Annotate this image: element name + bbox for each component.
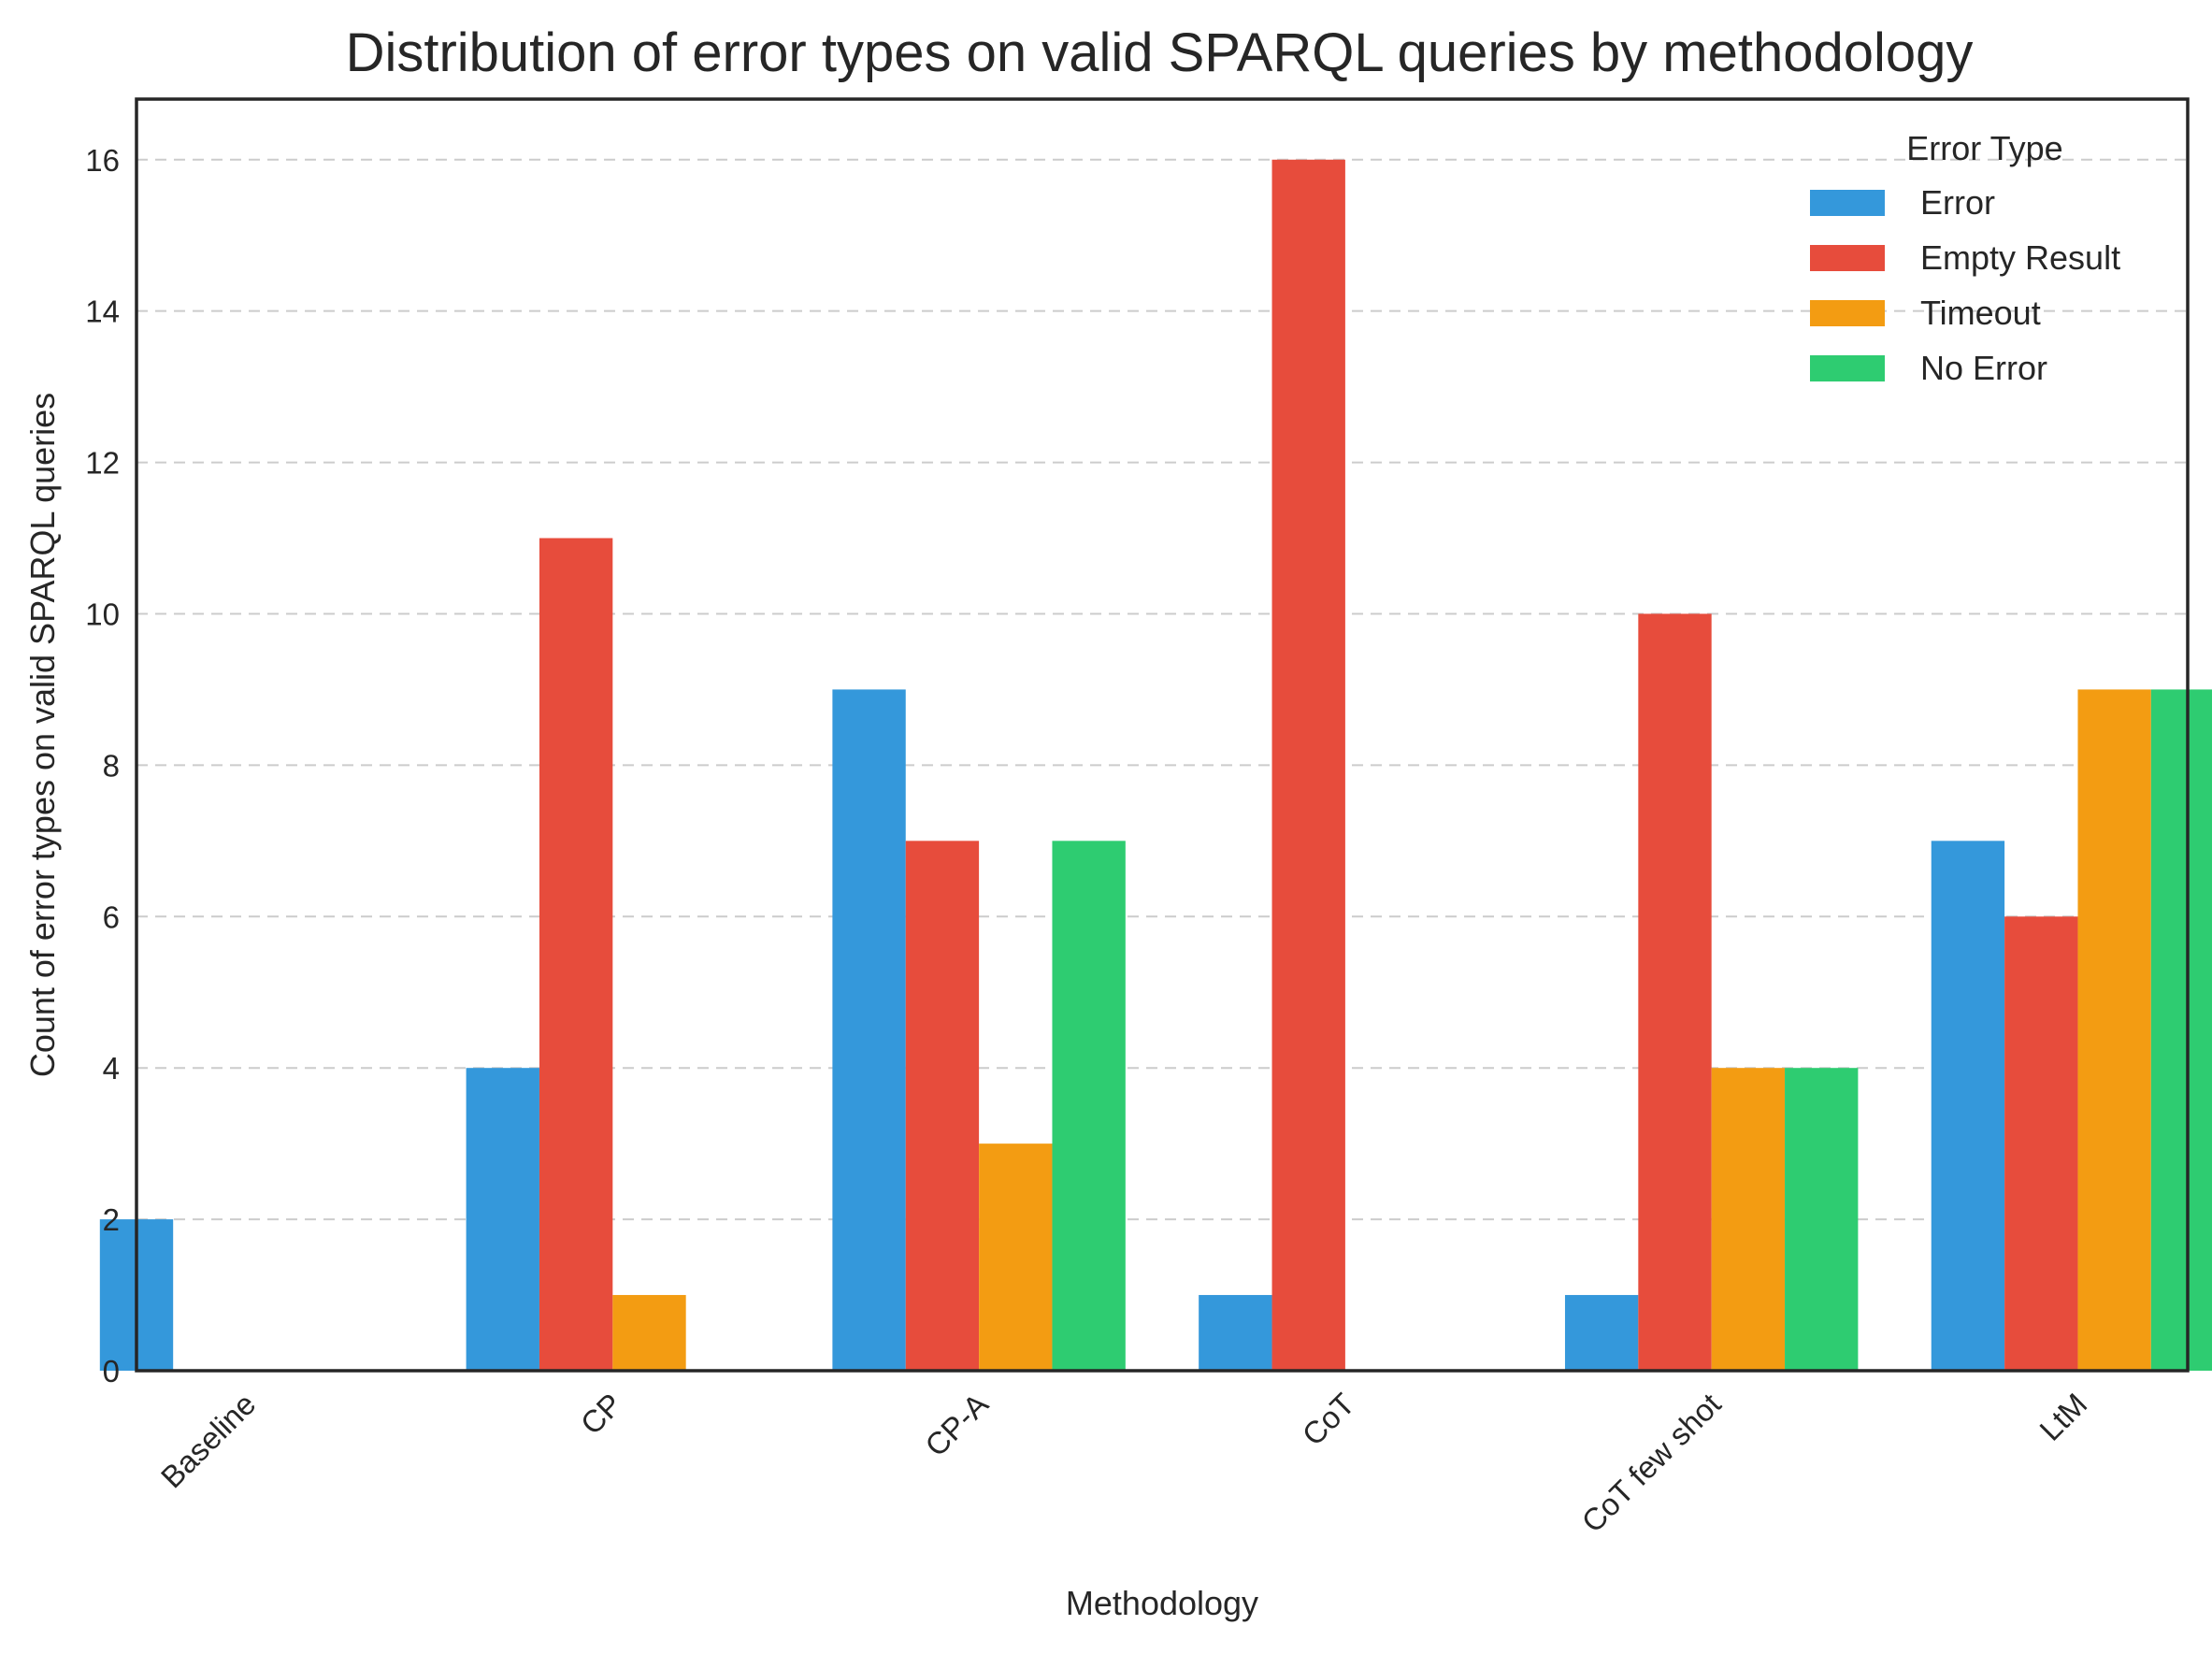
legend: Error Type Error Empty Result Timeout No Er… — [1810, 129, 2120, 387]
legend-title: Error Type — [1906, 129, 2062, 167]
x-tick-label: CP-A — [918, 1387, 995, 1463]
bar-empty-result-cot — [1271, 159, 1345, 1371]
bar-timeout-cot-few-shot — [1711, 1068, 1786, 1371]
y-tick-label: 10 — [85, 597, 120, 631]
y-tick-label: 4 — [103, 1051, 120, 1086]
x-tick-label: CP — [574, 1387, 629, 1442]
x-axis-ticks: Baseline CP CP-A CoT CoT few shot LtM — [154, 1387, 2094, 1539]
y-tick-label: 8 — [103, 748, 120, 783]
x-tick-label: CoT few shot — [1574, 1387, 1727, 1539]
plot-area-frame — [135, 97, 2190, 1373]
bar-empty-result-cp-a — [905, 841, 980, 1371]
bar-no-error-ltm — [2150, 689, 2212, 1371]
y-tick-label: 12 — [85, 446, 120, 481]
bar-error-cot — [1199, 1295, 1272, 1371]
y-tick-label: 0 — [103, 1354, 120, 1388]
legend-label: No Error — [1920, 349, 2047, 387]
bar-error-ltm — [1931, 841, 2005, 1371]
y-tick-label: 6 — [103, 899, 120, 934]
bar-no-error-cp-a — [1052, 841, 1126, 1371]
y-axis-title: Count of error types on valid SPARQL que… — [23, 393, 62, 1077]
legend-label: Empty Result — [1920, 238, 2120, 277]
legend-swatch — [1810, 245, 1885, 271]
bar-error-cp — [466, 1068, 539, 1371]
legend-swatch — [1810, 355, 1885, 381]
bar-error-cp-a — [832, 689, 906, 1371]
bar-empty-result-cot-few-shot — [1638, 613, 1712, 1371]
bar-timeout-ltm — [2077, 689, 2151, 1371]
bar-empty-result-cp — [539, 538, 613, 1371]
chart-title: Distribution of error types on valid SPA… — [346, 22, 1974, 83]
legend-swatch — [1810, 190, 1885, 216]
y-tick-label: 14 — [85, 295, 120, 329]
x-tick-label: LtM — [2032, 1387, 2093, 1447]
legend-label: Error — [1920, 183, 1995, 222]
bar-no-error-cot-few-shot — [1785, 1068, 1859, 1371]
x-tick-label: Baseline — [154, 1387, 263, 1495]
bar-timeout-cp-a — [979, 1143, 1053, 1371]
bar-error-cot-few-shot — [1564, 1295, 1639, 1371]
legend-swatch — [1810, 300, 1885, 326]
legend-label: Timeout — [1920, 294, 2041, 332]
x-axis-title: Methodology — [1066, 1584, 1258, 1622]
x-tick-label: CoT — [1296, 1387, 1361, 1452]
y-tick-label: 16 — [85, 143, 120, 178]
bars — [99, 159, 2212, 1371]
bar-empty-result-ltm — [2004, 916, 2078, 1371]
y-axis-ticks: 0 2 4 6 8 10 12 14 16 — [85, 143, 120, 1388]
bar-timeout-cp — [612, 1295, 686, 1371]
y-tick-label: 2 — [103, 1202, 120, 1237]
